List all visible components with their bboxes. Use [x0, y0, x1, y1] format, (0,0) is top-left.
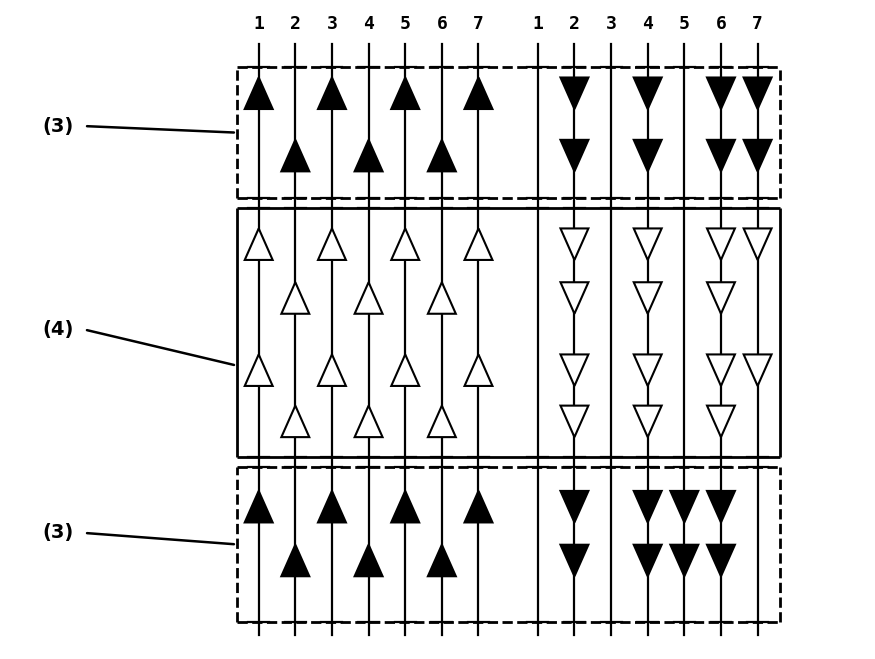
- Polygon shape: [670, 545, 698, 576]
- Polygon shape: [318, 229, 346, 260]
- Text: 4: 4: [642, 15, 653, 34]
- Text: (4): (4): [42, 320, 74, 339]
- Polygon shape: [465, 229, 493, 260]
- Polygon shape: [707, 406, 735, 437]
- Text: 5: 5: [400, 15, 410, 34]
- Text: 2: 2: [569, 15, 580, 34]
- Text: (3): (3): [43, 523, 74, 542]
- Polygon shape: [318, 78, 346, 109]
- Polygon shape: [428, 406, 456, 437]
- Polygon shape: [634, 282, 662, 314]
- Polygon shape: [561, 282, 588, 314]
- Polygon shape: [391, 78, 419, 109]
- Polygon shape: [707, 355, 735, 386]
- Polygon shape: [282, 406, 309, 437]
- Polygon shape: [282, 545, 309, 576]
- Polygon shape: [634, 545, 662, 576]
- Polygon shape: [428, 282, 456, 314]
- Polygon shape: [282, 282, 309, 314]
- Text: 1: 1: [253, 15, 264, 34]
- Text: 7: 7: [752, 15, 763, 34]
- Text: 7: 7: [473, 15, 484, 34]
- Polygon shape: [245, 491, 273, 523]
- Polygon shape: [670, 491, 698, 523]
- Polygon shape: [707, 282, 735, 314]
- Polygon shape: [744, 78, 772, 109]
- Polygon shape: [354, 545, 382, 576]
- Polygon shape: [634, 78, 662, 109]
- Polygon shape: [561, 406, 588, 437]
- Polygon shape: [391, 355, 419, 386]
- Polygon shape: [354, 282, 382, 314]
- Polygon shape: [391, 491, 419, 523]
- Polygon shape: [245, 78, 273, 109]
- Polygon shape: [634, 491, 662, 523]
- Polygon shape: [465, 355, 493, 386]
- Polygon shape: [561, 229, 588, 260]
- Polygon shape: [318, 355, 346, 386]
- Polygon shape: [707, 229, 735, 260]
- Polygon shape: [634, 355, 662, 386]
- Polygon shape: [428, 140, 456, 171]
- Polygon shape: [561, 545, 588, 576]
- Text: 3: 3: [606, 15, 617, 34]
- Polygon shape: [634, 406, 662, 437]
- Polygon shape: [354, 140, 382, 171]
- Polygon shape: [744, 140, 772, 171]
- Polygon shape: [707, 491, 735, 523]
- Polygon shape: [561, 78, 588, 109]
- Polygon shape: [707, 545, 735, 576]
- Polygon shape: [561, 140, 588, 171]
- Text: (3): (3): [43, 117, 74, 136]
- Text: 5: 5: [679, 15, 690, 34]
- Polygon shape: [744, 355, 772, 386]
- Polygon shape: [465, 491, 493, 523]
- Polygon shape: [245, 355, 273, 386]
- Polygon shape: [744, 229, 772, 260]
- Polygon shape: [634, 229, 662, 260]
- Polygon shape: [561, 355, 588, 386]
- Polygon shape: [428, 545, 456, 576]
- Polygon shape: [318, 491, 346, 523]
- Polygon shape: [245, 229, 273, 260]
- Text: 6: 6: [716, 15, 726, 34]
- Text: 3: 3: [326, 15, 338, 34]
- Polygon shape: [354, 406, 382, 437]
- Polygon shape: [707, 140, 735, 171]
- Text: 2: 2: [290, 15, 301, 34]
- Text: 6: 6: [437, 15, 447, 34]
- Polygon shape: [561, 491, 588, 523]
- Polygon shape: [634, 140, 662, 171]
- Polygon shape: [465, 78, 493, 109]
- Polygon shape: [282, 140, 309, 171]
- Polygon shape: [391, 229, 419, 260]
- Polygon shape: [707, 78, 735, 109]
- Text: 1: 1: [532, 15, 543, 34]
- Text: 4: 4: [363, 15, 374, 34]
